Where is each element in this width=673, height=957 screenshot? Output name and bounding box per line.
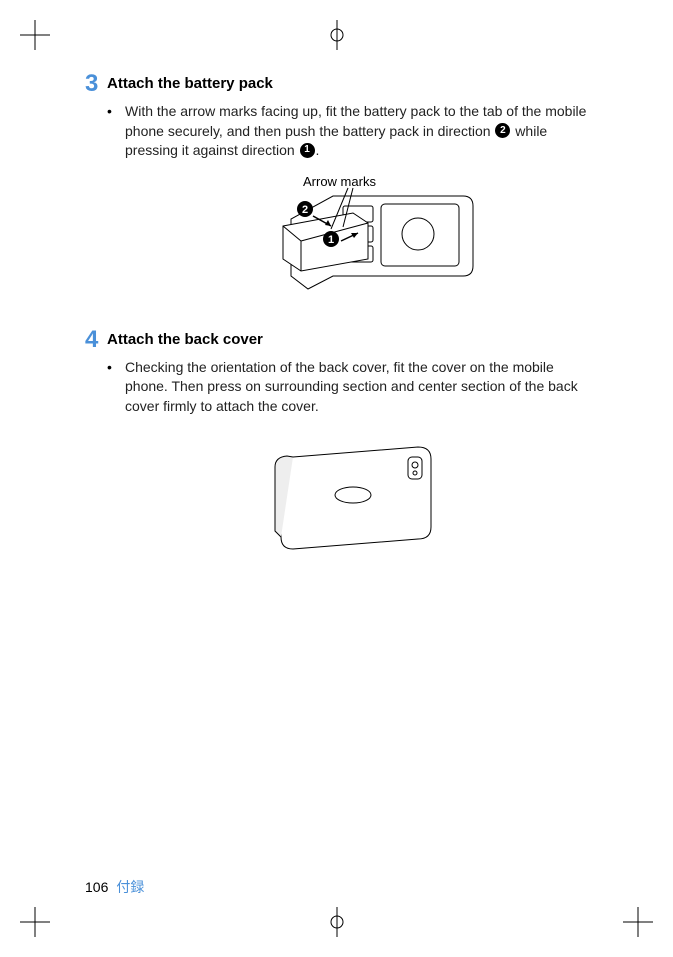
figure-marker-1: 1	[323, 231, 339, 247]
figure-marker-2: 2	[297, 201, 313, 217]
step-3-text-post: .	[316, 142, 320, 158]
circled-1-icon: 1	[300, 143, 315, 158]
circled-2-icon: 2	[495, 123, 510, 138]
svg-text:1: 1	[327, 234, 333, 246]
battery-figure: Arrow marks 2 1	[213, 171, 493, 301]
back-cover-figure	[253, 427, 453, 567]
step-4-number: 4	[85, 328, 107, 567]
crop-mark	[322, 907, 352, 937]
bullet-mark: •	[107, 102, 125, 161]
page-footer: 106 付録	[85, 877, 144, 897]
step-3-number: 3	[85, 72, 107, 301]
step-3: 3 Attach the battery pack • With the arr…	[85, 75, 598, 301]
step-4-title: Attach the back cover	[107, 331, 598, 348]
section-label: 付録	[116, 879, 144, 895]
svg-text:2: 2	[301, 204, 307, 216]
arrow-marks-label: Arrow marks	[303, 174, 376, 189]
crop-mark	[322, 20, 352, 50]
crop-mark	[623, 907, 653, 937]
step-4: 4 Attach the back cover • Checking the o…	[85, 331, 598, 567]
step-4-text: Checking the orientation of the back cov…	[125, 358, 598, 417]
crop-mark	[20, 907, 50, 937]
crop-mark	[20, 20, 50, 50]
page-number: 106	[85, 879, 108, 895]
page-content: 3 Attach the battery pack • With the arr…	[85, 75, 598, 897]
step-3-title: Attach the battery pack	[107, 75, 598, 92]
step-3-text: With the arrow marks facing up, fit the …	[125, 102, 598, 161]
bullet-mark: •	[107, 358, 125, 417]
